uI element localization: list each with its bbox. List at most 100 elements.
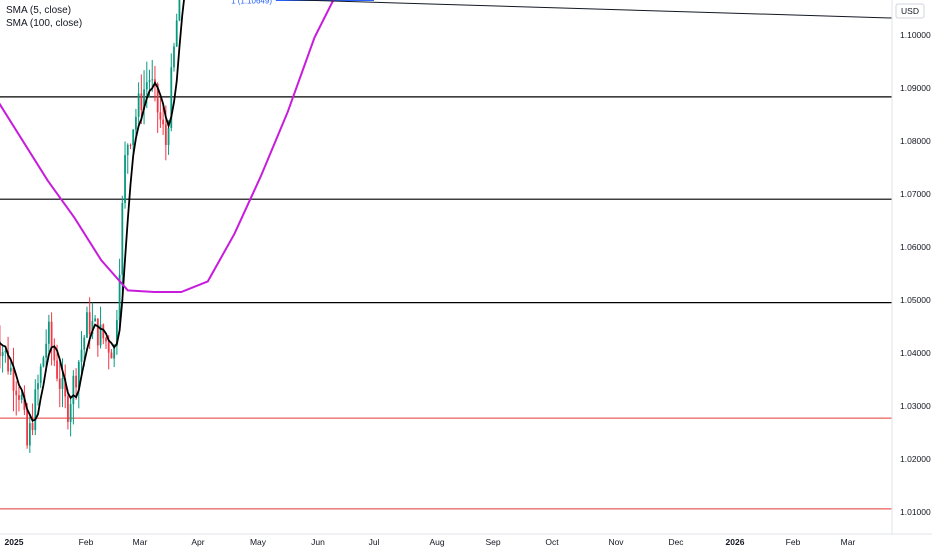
time-tick-label: Apr: [191, 537, 204, 547]
time-tick-label: 2026: [726, 537, 745, 547]
price-tick-label: 1.02000: [900, 454, 931, 464]
long-term-trendline[interactable]: [200, 0, 893, 19]
candle-body: [15, 390, 18, 396]
candle-body: [69, 404, 72, 422]
price-tick-label: 1.08000: [900, 136, 931, 146]
price-tick-label: 1.09000: [900, 83, 931, 93]
time-tick-label: 2025: [5, 537, 24, 547]
candle-body: [75, 375, 77, 388]
candle-body: [102, 324, 105, 339]
sma-5-line[interactable]: [0, 0, 381, 422]
time-tick-label: Oct: [545, 537, 559, 547]
candle-body: [126, 144, 129, 156]
time-tick-label: Jul: [369, 537, 380, 547]
time-tick-label: Mar: [133, 537, 148, 547]
candle-body: [124, 155, 126, 203]
currency-badge[interactable]: [895, 3, 925, 19]
candle-body: [23, 394, 26, 411]
candle-body: [99, 324, 102, 346]
candle-body: [113, 345, 116, 359]
candle-body: [12, 367, 15, 391]
candle-body: [9, 367, 12, 372]
candle-body: [64, 378, 67, 397]
time-tick-label: Dec: [668, 537, 684, 547]
trendlines-layer: [200, 0, 893, 19]
candle-body: [39, 366, 42, 384]
candle-body: [94, 318, 97, 322]
candle-body: [105, 338, 107, 342]
candle-body: [34, 389, 37, 431]
legend-sma5[interactable]: SMA (5, close): [6, 5, 72, 16]
candle-body: [61, 378, 64, 389]
price-tick-label: 1.07000: [900, 189, 931, 199]
fib-left-level-label: 1 (1.10649): [231, 0, 272, 5]
candle-body: [45, 343, 48, 358]
time-tick-label: Feb: [79, 537, 94, 547]
time-tick-label: Feb: [786, 537, 801, 547]
candle-body: [53, 347, 56, 361]
candle-body: [110, 352, 113, 359]
candle-body: [170, 67, 173, 129]
candle-body: [167, 128, 170, 145]
sma-layer: [0, 0, 381, 422]
candle-body: [148, 80, 151, 83]
candle-body: [145, 82, 148, 90]
candle-body: [88, 312, 91, 335]
candle-body: [7, 351, 9, 372]
candle-body: [86, 312, 88, 338]
candle-body: [91, 321, 94, 335]
candle-body: [173, 46, 175, 68]
legend-sma100[interactable]: SMA (100, close): [6, 18, 83, 29]
currency-badge-label: USD: [901, 6, 919, 16]
time-tick-label: Nov: [608, 537, 624, 547]
candle-body: [0, 344, 1, 357]
candle-body: [58, 378, 61, 389]
candle-body: [31, 423, 34, 431]
price-tick-label: 1.03000: [900, 401, 931, 411]
candle-body: [47, 321, 50, 344]
candle-body: [1, 352, 4, 357]
candle-body: [159, 112, 162, 120]
candle-body: [132, 129, 135, 146]
candle-body: [118, 274, 121, 321]
candle-body: [121, 202, 124, 275]
candle-body: [162, 119, 165, 125]
candle-body: [178, 0, 181, 21]
candle-body: [151, 79, 154, 81]
sma-100-line[interactable]: [0, 0, 381, 293]
time-tick-label: Sep: [485, 537, 500, 547]
time-tick-label: Jun: [311, 537, 325, 547]
time-axis[interactable]: 2025 Feb Mar Apr May Jun Jul Aug Sep Oct Nov Dec 202…: [0, 533, 932, 547]
candle-body: [140, 93, 143, 110]
time-tick-label: May: [250, 537, 267, 547]
price-axis[interactable]: 1.01000 1.02000 1.03000 1.04000 1.05000 1.060…: [863, 0, 932, 534]
candle-body: [4, 351, 7, 353]
candle-body: [80, 349, 83, 362]
candle-body: [107, 341, 110, 353]
price-tick-label: 1.04000: [900, 348, 931, 358]
candle-body: [67, 396, 69, 422]
candle-body: [28, 423, 31, 446]
candle-body: [135, 116, 137, 130]
candle-body: [72, 375, 75, 405]
candle-body: [50, 321, 53, 348]
candle-body: [175, 20, 178, 47]
candle-body: [26, 410, 29, 446]
candle-body: [56, 360, 58, 379]
candle-body: [156, 83, 159, 113]
indicator-legend: SMA (5, close) SMA (100, close): [6, 4, 82, 30]
candle-body: [164, 124, 167, 145]
candle-body: [143, 89, 145, 110]
price-tick-label: 1.01000: [900, 507, 931, 517]
time-tick-label: Mar: [841, 537, 856, 547]
price-tick-label: 1.06000: [900, 242, 931, 252]
candle-body: [20, 394, 23, 400]
price-tick-label: 1.10000: [900, 30, 931, 40]
candle-body: [137, 93, 140, 117]
candle-body: [42, 357, 45, 367]
price-tick-label: 1.05000: [900, 295, 931, 305]
candle-body: [83, 337, 86, 350]
candle-body: [115, 320, 118, 346]
